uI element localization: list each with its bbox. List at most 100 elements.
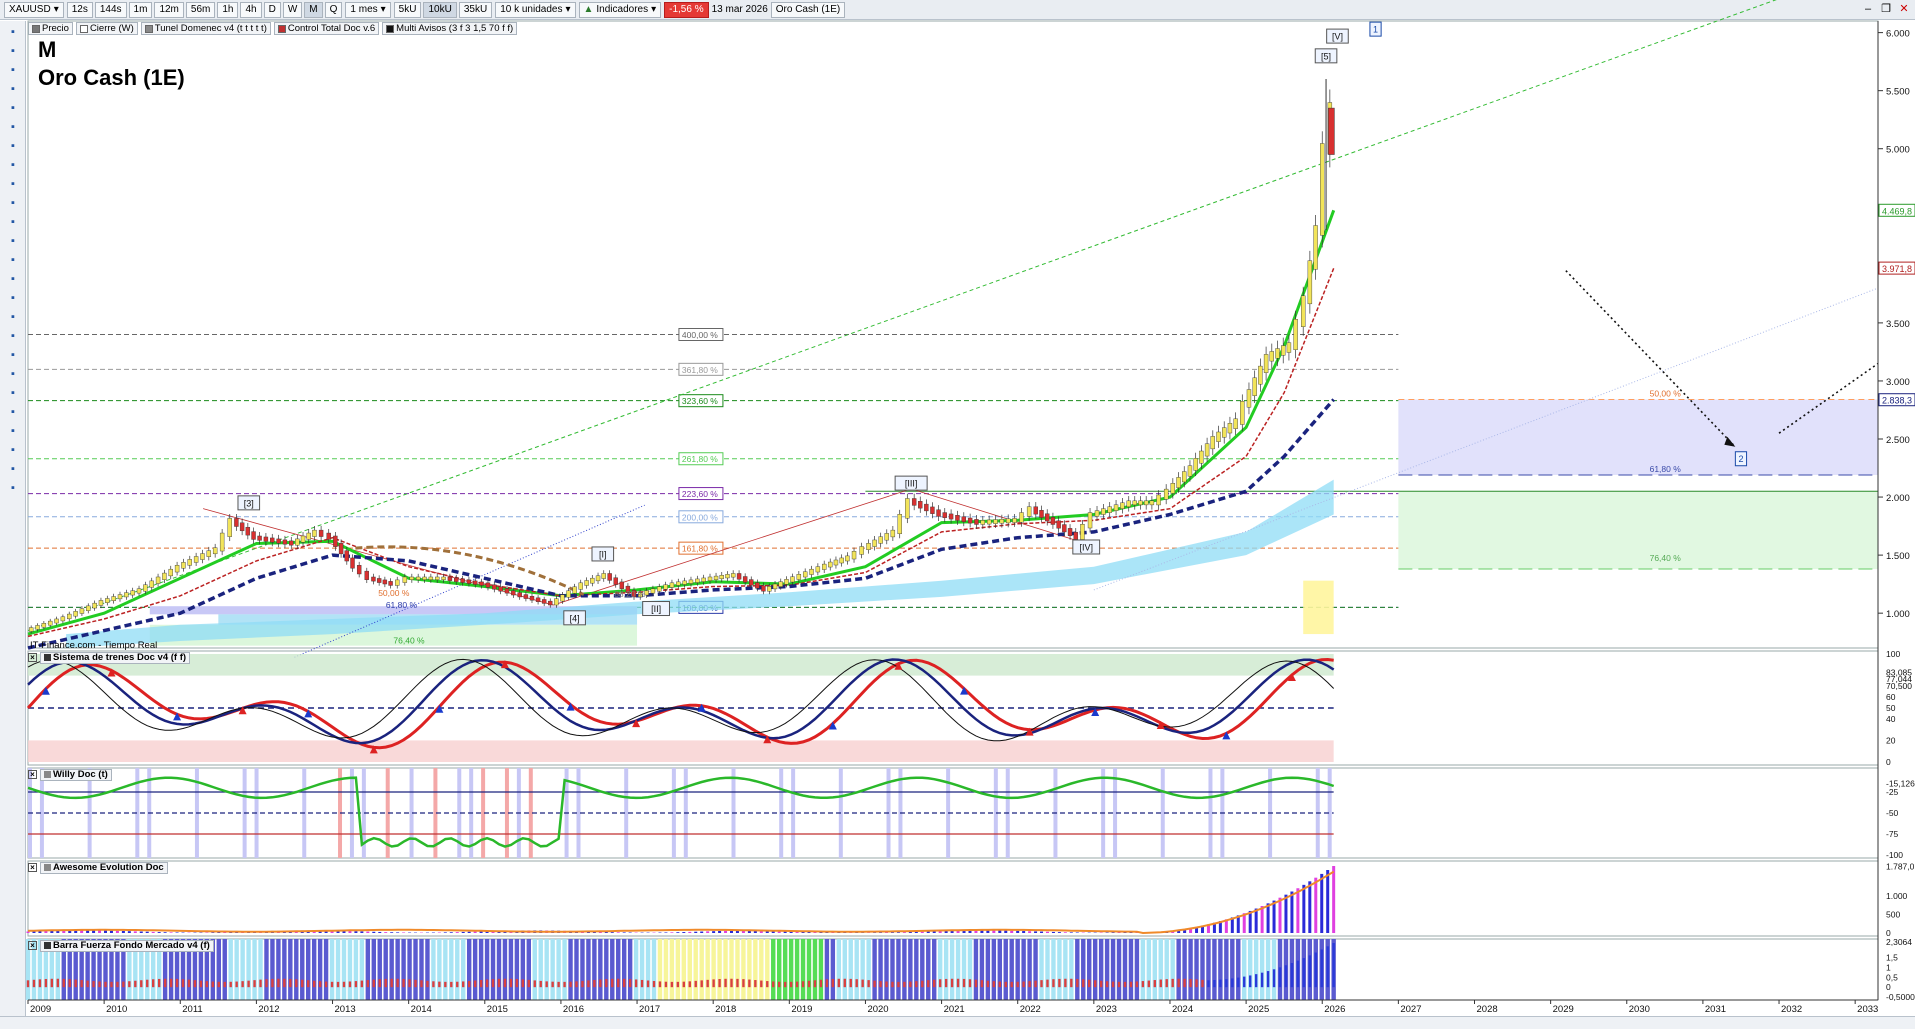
symbol-label: XAUUSD: [9, 3, 51, 15]
unit-button-10ku[interactable]: 10kU: [423, 1, 457, 18]
range-selector[interactable]: 1 mes ▾: [345, 1, 391, 18]
line-icon[interactable]: ▪: [11, 121, 15, 133]
x-tick-label: 2018: [715, 1004, 736, 1015]
ellipse-icon[interactable]: ▪: [11, 368, 15, 380]
indicator-chip[interactable]: Cierre (W): [75, 22, 138, 35]
crosshair-icon[interactable]: ▪: [11, 45, 15, 57]
period-button-1m[interactable]: 1m: [128, 1, 153, 18]
period-button-1h[interactable]: 1h: [217, 1, 239, 18]
trash-icon[interactable]: ▪: [11, 482, 15, 494]
unit-button-5ku[interactable]: 5kU: [393, 1, 422, 18]
strength-bar: [323, 939, 329, 1000]
unit-button-35ku[interactable]: 35kU: [458, 1, 493, 18]
close-icon[interactable]: ✕: [1899, 3, 1909, 15]
strength-histogram-bar: [700, 980, 703, 988]
horizontal-line-icon[interactable]: ▪: [11, 273, 15, 285]
close-icon[interactable]: ×: [28, 941, 37, 950]
indicator-chip[interactable]: Multi Avisos (3 f 3 1,5 70 f f): [382, 22, 518, 35]
text-icon[interactable]: ▪: [11, 216, 15, 228]
indicator-chip[interactable]: Tunel Domenec v4 (t t t t t): [140, 22, 271, 35]
minimize-icon[interactable]: –: [1864, 3, 1872, 15]
symbol-selector[interactable]: XAUUSD ▾: [4, 1, 64, 18]
arrow-icon[interactable]: ▪: [11, 197, 15, 209]
pane-header-awesome[interactable]: × Awesome Evolution Doc: [28, 861, 168, 874]
candle-body: [1050, 517, 1056, 525]
pane-header-willy[interactable]: × Willy Doc (t): [28, 768, 112, 781]
strength-bar: [544, 939, 549, 1000]
pattern-icon[interactable]: ▪: [11, 425, 15, 437]
pane-scale-label: 1.000: [1886, 891, 1908, 901]
cursor-icon[interactable]: ▪: [11, 26, 15, 38]
strength-bar: [598, 939, 603, 1000]
awesome-bar: [44, 930, 48, 933]
close-icon[interactable]: ×: [28, 653, 37, 662]
period-button-144s[interactable]: 144s: [94, 1, 127, 18]
pane-header-barra[interactable]: × Barra Fuerza Fondo Mercado v4 (f): [28, 939, 214, 952]
close-icon[interactable]: ×: [28, 863, 37, 872]
line-icon[interactable]: ▪: [11, 254, 15, 266]
awesome-bar: [718, 930, 722, 933]
price-tag: [1878, 393, 1915, 407]
strength-histogram-bar: [617, 978, 620, 988]
strength-histogram-bar: [831, 978, 835, 988]
close-icon[interactable]: ×: [28, 770, 37, 779]
period-button-4h[interactable]: 4h: [240, 1, 262, 18]
strength-histogram-bar: [837, 978, 841, 988]
strength-bar: [91, 939, 96, 1000]
candle-body: [584, 580, 589, 586]
zoom-out-icon[interactable]: ▪: [11, 83, 15, 95]
histogram-bar: [1208, 768, 1213, 858]
indicators-button[interactable]: ▲ Indicadores ▾: [578, 1, 662, 18]
eye-icon[interactable]: ▪: [11, 444, 15, 456]
pane-color-swatch: [44, 942, 51, 949]
strength-histogram-bar: [980, 980, 984, 988]
y-tick-label: 2.000: [1886, 493, 1910, 504]
awesome-bar: [968, 930, 972, 933]
strength-histogram-bar: [420, 980, 423, 988]
strength-bar: [961, 939, 967, 1000]
period-button-m[interactable]: M: [304, 1, 323, 18]
ray-icon[interactable]: ▪: [11, 140, 15, 152]
strength-bar: [180, 939, 186, 1000]
awesome-bar: [914, 931, 918, 933]
period-button-d[interactable]: D: [263, 1, 281, 18]
strength-bar: [449, 939, 454, 1000]
signal-triangle-icon: [1156, 721, 1165, 730]
period-button-56m[interactable]: 56m: [185, 1, 216, 18]
strength-bar: [1063, 939, 1068, 1000]
restore-icon[interactable]: ❐: [1881, 3, 1891, 15]
strength-bar: [466, 939, 472, 1000]
fibo-icon[interactable]: ▪: [11, 311, 15, 323]
rectangle-icon[interactable]: ▪: [11, 178, 15, 190]
vertical-line-icon[interactable]: ▪: [11, 292, 15, 304]
fibo-level-label: 361,80 %: [682, 365, 718, 375]
period-button-w[interactable]: W: [282, 1, 303, 18]
strength-bar: [711, 939, 716, 1000]
awesome-bar: [932, 931, 936, 933]
awesome-bar: [378, 931, 382, 933]
channel-icon[interactable]: ▪: [11, 159, 15, 171]
candle-body: [713, 575, 719, 580]
triangle-icon[interactable]: ▪: [11, 387, 15, 399]
period-button-12s[interactable]: 12s: [66, 1, 93, 18]
candle-body: [168, 568, 173, 577]
period-button-q[interactable]: Q: [324, 1, 343, 18]
candle-body: [1138, 500, 1143, 506]
zoom-in-icon[interactable]: ▪: [11, 64, 15, 76]
ruler-icon[interactable]: ▪: [11, 330, 15, 342]
candle-body: [523, 594, 529, 599]
pane-header-trenes[interactable]: × Sistema de trenes Doc v4 (f f): [28, 651, 191, 664]
text-icon[interactable]: ▪: [11, 235, 15, 247]
pen-icon[interactable]: ▪: [11, 349, 15, 361]
period-button-12m[interactable]: 12m: [154, 1, 184, 18]
strength-histogram-bar: [849, 978, 852, 988]
wave-icon[interactable]: ▪: [11, 406, 15, 418]
units-select[interactable]: 10 k unidades ▾: [495, 1, 576, 18]
awesome-bar: [676, 932, 680, 933]
strength-histogram-bar: [933, 979, 936, 988]
strength-histogram-bar: [1165, 979, 1168, 988]
magnet-icon[interactable]: ▪: [11, 102, 15, 114]
awesome-bar: [944, 930, 948, 933]
indicator-chip[interactable]: Control Total Doc v.6: [273, 22, 380, 35]
lock-icon[interactable]: ▪: [11, 463, 15, 475]
